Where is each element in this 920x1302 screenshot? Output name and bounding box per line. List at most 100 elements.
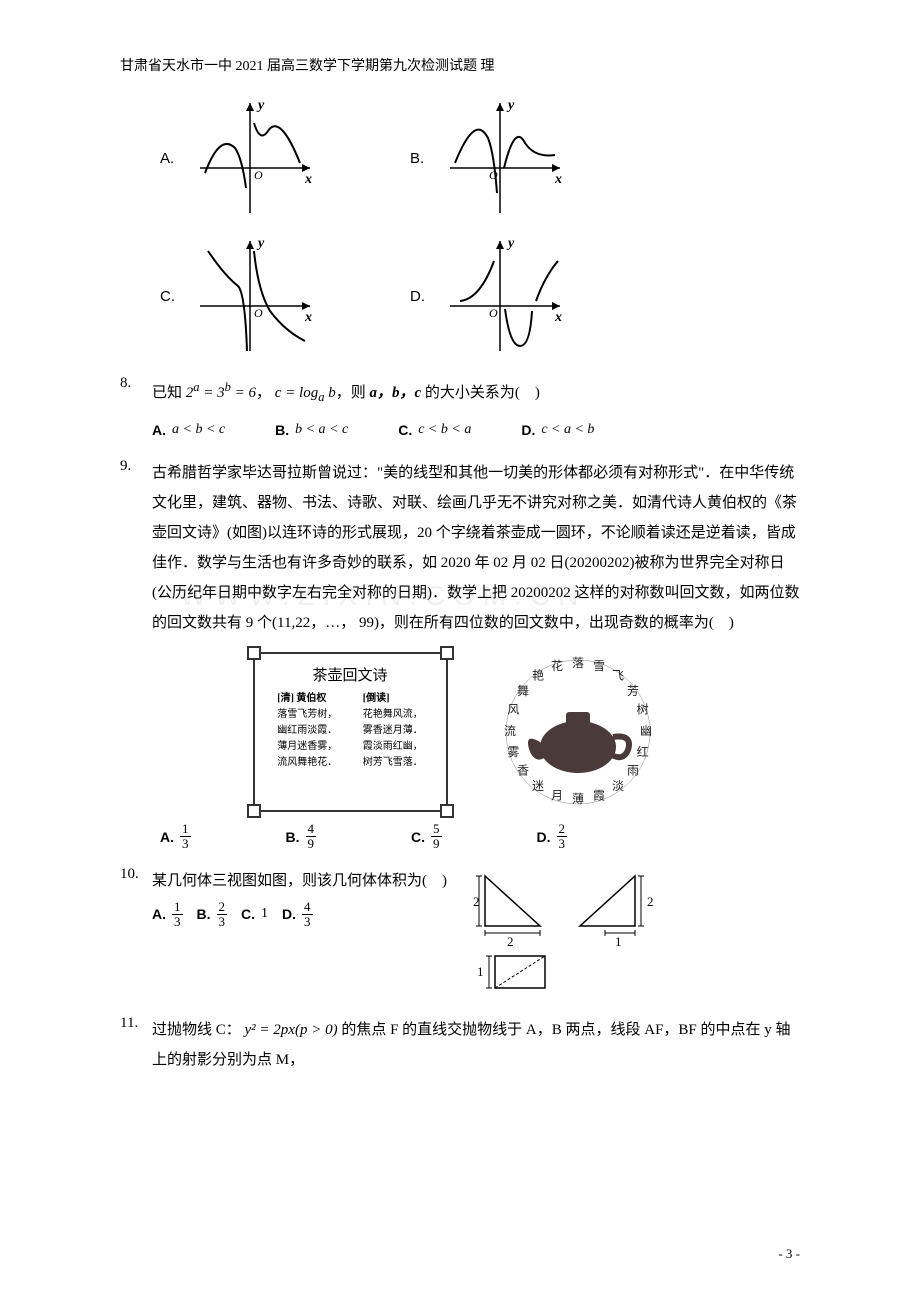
q8-number: 8. xyxy=(120,375,152,392)
poem-line: 树芳飞雪落． xyxy=(363,755,423,771)
q10-opt-a-label: A. xyxy=(152,900,166,928)
q10-opt-b-label: B. xyxy=(197,900,211,928)
svg-text:舞: 舞 xyxy=(516,684,528,698)
q9-opt-b: B.49 xyxy=(286,822,317,852)
q8-opt-b-expr: b < a < c xyxy=(295,416,348,444)
svg-text:芳: 芳 xyxy=(627,684,639,698)
svg-text:x: x xyxy=(304,172,312,187)
q10-opt-d-label: D. xyxy=(282,900,296,928)
q9-options: A.13 B.49 C.59 D.23 xyxy=(160,822,800,852)
svg-text:1: 1 xyxy=(615,934,622,949)
poem-line: 流风舞艳花． xyxy=(277,755,337,771)
q9-opt-a-num: 1 xyxy=(180,822,191,837)
q9-opt-b-den: 9 xyxy=(306,837,317,851)
svg-text:幽: 幽 xyxy=(639,724,651,738)
q10-opt-d: D. 43 xyxy=(282,900,313,930)
q9-opt-a: A. 13 xyxy=(160,822,191,852)
q10-number: 10. xyxy=(120,866,152,883)
graph-row-ab: A. O x y B. O x y xyxy=(160,93,800,223)
poem-line: 花艳舞风流， xyxy=(363,707,423,723)
option-c-label: C. xyxy=(160,288,190,305)
poem-corner-icon xyxy=(440,646,454,660)
graph-b: O x y xyxy=(440,93,570,223)
q8-opt-a-label: A. xyxy=(152,416,166,444)
graph-a: O x y xyxy=(190,93,320,223)
option-a-label: A. xyxy=(160,150,190,167)
svg-text:飞: 飞 xyxy=(611,669,623,683)
question-8: 8. 已知 2a = 3b = 6， c = loga b，则 a，b，c 的大… xyxy=(120,375,800,444)
svg-text:2: 2 xyxy=(507,934,514,949)
q9-opt-d-den: 3 xyxy=(557,837,568,851)
svg-text:霞: 霞 xyxy=(593,788,605,802)
q11-text-pre: 过抛物线 C： xyxy=(152,1022,241,1038)
q8-opt-a-expr: a < b < c xyxy=(172,416,225,444)
svg-text:x: x xyxy=(554,172,562,187)
q10-body: 某几何体三视图如图，则该几何体体积为( ) A.13 B.23 C.1 D.43 xyxy=(152,866,447,930)
q8-ceq: c = loga b xyxy=(275,385,336,401)
q8-opt-d-label: D. xyxy=(521,416,535,444)
q8-opt-c-label: C. xyxy=(398,416,412,444)
option-b-label: B. xyxy=(410,150,440,167)
svg-text:y: y xyxy=(256,98,265,113)
q9-opt-b-label: B. xyxy=(286,829,300,845)
q10-opt-b-num: 2 xyxy=(217,900,228,915)
svg-text:雾: 雾 xyxy=(507,745,519,759)
q9-text: 古希腊哲学家毕达哥拉斯曾说过："美的线型和其他一切美的形体都必须有对称形式"．在… xyxy=(152,465,800,631)
q9-opt-a-label: A. xyxy=(160,829,174,845)
q9-number: 9. xyxy=(120,458,152,475)
q11-eq: y² = 2px(p > 0) xyxy=(245,1022,338,1038)
q8-opt-d-expr: c < a < b xyxy=(541,416,594,444)
q11-number: 11. xyxy=(120,1015,152,1032)
q9-opt-d: D. 23 xyxy=(537,822,568,852)
svg-text:薄: 薄 xyxy=(571,791,583,806)
q8-opt-c: C.c < b < a xyxy=(398,416,471,444)
q9-opt-d-label: D. xyxy=(537,829,551,845)
graph-c: O x y xyxy=(190,231,320,361)
question-10: 10. 某几何体三视图如图，则该几何体体积为( ) A.13 B.23 C.1 … xyxy=(120,866,800,1001)
q9-opt-c: C.59 xyxy=(411,822,442,852)
svg-text:y: y xyxy=(256,236,265,251)
option-d-label: D. xyxy=(410,288,440,305)
poem-corner-icon xyxy=(247,646,261,660)
svg-text:O: O xyxy=(254,306,263,320)
page-header: 甘肃省天水市一中 2021 届高三数学下学期第九次检测试题 理 xyxy=(120,55,800,75)
svg-text:月: 月 xyxy=(550,788,562,802)
q10-opt-b: B. 23 xyxy=(197,900,228,930)
svg-text:花: 花 xyxy=(550,658,562,673)
poem-corner-icon xyxy=(247,804,261,818)
svg-text:雪: 雪 xyxy=(593,659,605,673)
q8-post: 的大小关系为( ) xyxy=(421,385,540,401)
q8-opt-b: B.b < a < c xyxy=(275,416,348,444)
q8-opt-b-label: B. xyxy=(275,416,289,444)
poem-title: 茶壶回文诗 xyxy=(265,664,436,685)
svg-text:树: 树 xyxy=(636,702,648,717)
q10-opt-d-num: 4 xyxy=(302,900,313,915)
svg-text:y: y xyxy=(506,236,515,251)
page-footer: - 3 - xyxy=(778,1246,800,1262)
q8-opt-a: A.a < b < c xyxy=(152,416,225,444)
svg-text:淡: 淡 xyxy=(611,779,623,793)
poem-corner-icon xyxy=(440,804,454,818)
q9-opt-a-den: 3 xyxy=(180,837,191,851)
teapot-image: 落雪飞芳树幽红雨淡霞薄月迷香雾流风舞艳花 xyxy=(488,652,668,812)
q8-opt-c-expr: c < b < a xyxy=(418,416,471,444)
svg-text:艳: 艳 xyxy=(532,668,544,683)
q9-opt-c-num: 5 xyxy=(431,822,442,837)
svg-text:O: O xyxy=(489,306,498,320)
poem-left-col: [清] 黄伯权 落雪飞芳树， 幽红雨淡霞． 薄月迷香雾， 流风舞艳花． xyxy=(277,691,337,771)
q10-opt-b-den: 3 xyxy=(217,915,228,929)
svg-text:风: 风 xyxy=(507,703,519,717)
poem-row: 茶壶回文诗 [清] 黄伯权 落雪飞芳树， 幽红雨淡霞． 薄月迷香雾， 流风舞艳花… xyxy=(120,652,800,812)
q10-opt-d-den: 3 xyxy=(302,915,313,929)
q9-opt-d-num: 2 xyxy=(557,822,568,837)
graph-d: O x y xyxy=(440,231,570,361)
q8-options: A.a < b < c B.b < a < c C.c < b < a D.c … xyxy=(152,416,800,444)
q8-abc: a，b，c xyxy=(370,385,422,401)
poem-line: 薄月迷香雾， xyxy=(277,739,337,755)
q11-body: 过抛物线 C： y² = 2px(p > 0) 的焦点 F 的直线交抛物线于 A… xyxy=(152,1015,800,1075)
question-9: 9. 古希腊哲学家毕达哥拉斯曾说过："美的线型和其他一切美的形体都必须有对称形式… xyxy=(120,458,800,638)
question-11: 11. 过抛物线 C： y² = 2px(p > 0) 的焦点 F 的直线交抛物… xyxy=(120,1015,800,1075)
q8-mid1: ， xyxy=(256,385,271,401)
q10-opt-c: C.1 xyxy=(241,900,268,930)
svg-text:2: 2 xyxy=(647,894,654,909)
